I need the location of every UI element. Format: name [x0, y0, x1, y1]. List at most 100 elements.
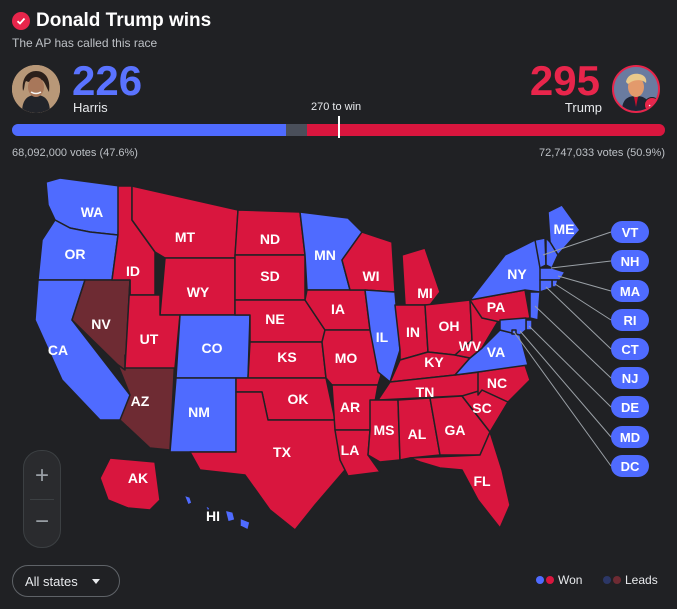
- state-label-tx: TX: [273, 444, 291, 460]
- state-label-ny: NY: [507, 266, 527, 282]
- state-label-in: IN: [406, 324, 420, 340]
- legend-leads-rep-swatch: [613, 576, 621, 584]
- state-label-co: CO: [201, 340, 223, 356]
- state-label-ar: AR: [339, 399, 361, 415]
- state-filter-value: All states: [25, 573, 78, 589]
- state-label-or: OR: [64, 246, 86, 262]
- state-label-id: ID: [126, 263, 140, 279]
- state-nh: [545, 237, 559, 269]
- state-ma: [539, 267, 566, 281]
- zoom-out-button[interactable]: −: [34, 508, 49, 535]
- state-pill-vt[interactable]: VT: [611, 221, 649, 243]
- zoom-divider: [30, 499, 54, 500]
- state-pill-ct[interactable]: CT: [611, 338, 649, 360]
- uncalled-bar-segment: [286, 124, 307, 136]
- state-ri: [551, 279, 559, 288]
- legend-won-dem-swatch: [536, 576, 544, 584]
- harris-popular-votes: 68,092,000 votes (47.6%): [12, 147, 138, 159]
- state-pill-nh[interactable]: NH: [611, 250, 649, 272]
- trump-winner-check-icon: [644, 97, 658, 111]
- legend-won-rep-swatch: [546, 576, 554, 584]
- threshold-label: 270 to win: [311, 101, 362, 113]
- state-label-mn: MN: [314, 247, 336, 263]
- state-label-me: ME: [553, 221, 575, 237]
- harris-avatar: [12, 65, 60, 113]
- state-label-az: AZ: [130, 393, 150, 409]
- state-label-tn: TN: [415, 384, 435, 400]
- state-label-nv: NV: [91, 316, 111, 332]
- state-pill-ri[interactable]: RI: [611, 309, 649, 331]
- state-fl: [409, 431, 511, 529]
- state-label-sc: SC: [472, 400, 492, 416]
- state-label-wi: WI: [362, 268, 380, 284]
- state-me: [547, 204, 581, 256]
- trump-bar-segment: [306, 124, 665, 136]
- state-label-la: LA: [340, 442, 360, 458]
- state-label-ia: IA: [331, 301, 345, 317]
- legend-won-label: Won: [558, 573, 583, 587]
- state-label-ks: KS: [277, 349, 297, 365]
- state-label-va: VA: [486, 344, 506, 360]
- state-label-pa: PA: [486, 299, 506, 315]
- trump-avatar: [612, 65, 660, 113]
- legend-leads-dem-swatch: [603, 576, 611, 584]
- zoom-control: + −: [23, 450, 61, 548]
- state-label-ky: KY: [424, 354, 444, 370]
- us-electoral-map[interactable]: [0, 170, 677, 550]
- harris-name: Harris: [73, 100, 108, 115]
- harris-bar-segment: [12, 124, 287, 136]
- state-al: [397, 397, 441, 461]
- state-label-mt: MT: [174, 229, 196, 245]
- state-label-nd: ND: [259, 231, 281, 247]
- win-threshold-marker: [338, 116, 340, 138]
- trump-name: Trump: [564, 100, 602, 115]
- state-tx: [189, 391, 346, 531]
- legend-won: Won: [536, 573, 582, 587]
- trump-electoral-count: 295: [529, 57, 600, 104]
- zoom-in-button[interactable]: +: [34, 462, 49, 489]
- legend-leads: Leads: [603, 573, 658, 587]
- callout-lines: [513, 231, 612, 467]
- state-label-mi: MI: [417, 285, 433, 301]
- state-label-il: IL: [375, 329, 389, 345]
- state-pill-nj[interactable]: NJ: [611, 367, 649, 389]
- state-pill-dc[interactable]: DC: [611, 455, 649, 477]
- state-ut: [124, 279, 181, 369]
- state-hi: [183, 494, 251, 531]
- state-pill-md[interactable]: MD: [611, 426, 649, 448]
- state-label-al: AL: [407, 426, 427, 442]
- result-title: Donald Trump wins: [36, 10, 212, 31]
- state-mi: [401, 247, 441, 306]
- state-label-oh: OH: [438, 318, 460, 334]
- state-label-wv: WV: [458, 338, 482, 354]
- state-va: [454, 329, 529, 376]
- state-pill-ma[interactable]: MA: [611, 280, 649, 302]
- state-label-nc: NC: [486, 375, 508, 391]
- state-md: [499, 317, 527, 336]
- legend-leads-label: Leads: [625, 573, 658, 587]
- state-label-ut: UT: [139, 331, 159, 347]
- state-filter-dropdown[interactable]: All states: [12, 565, 120, 597]
- state-label-fl: FL: [473, 473, 491, 489]
- state-label-ga: GA: [444, 422, 466, 438]
- state-label-hi: HI: [206, 508, 220, 524]
- state-ak: [99, 457, 161, 511]
- trump-popular-votes: 72,747,033 votes (50.9%): [539, 147, 665, 159]
- state-label-nm: NM: [188, 404, 210, 420]
- caret-down-icon: [91, 578, 100, 584]
- state-label-ca: CA: [47, 342, 69, 358]
- result-header: Donald Trump wins: [12, 10, 211, 32]
- state-label-ak: AK: [127, 470, 149, 486]
- state-label-ne: NE: [265, 311, 285, 327]
- state-label-wy: WY: [186, 284, 210, 300]
- check-badge-icon: [12, 12, 30, 30]
- state-ct: [539, 279, 553, 293]
- result-subtitle: The AP has called this race: [12, 36, 158, 50]
- state-pill-de[interactable]: DE: [611, 396, 649, 418]
- state-label-mo: MO: [334, 350, 358, 366]
- state-label-ms: MS: [373, 422, 395, 438]
- state-label-wa: WA: [80, 204, 104, 220]
- state-label-sd: SD: [260, 268, 280, 284]
- state-label-ok: OK: [287, 391, 309, 407]
- harris-electoral-count: 226: [72, 57, 143, 104]
